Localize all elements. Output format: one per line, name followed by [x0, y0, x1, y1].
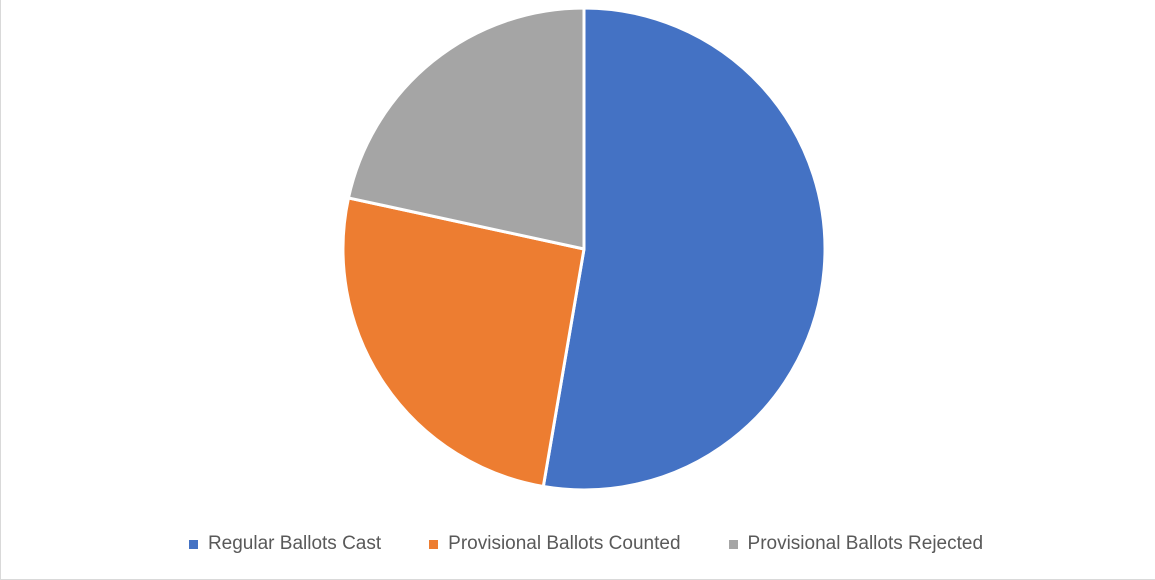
legend-item-provisional-rejected: Provisional Ballots Rejected: [728, 533, 984, 555]
legend-item-provisional-counted: Provisional Ballots Counted: [429, 533, 681, 555]
legend-label-provisional-counted: Provisional Ballots Counted: [448, 533, 681, 554]
legend-swatch-regular: [188, 539, 198, 549]
pie-slice-provisional-rejected: [346, 6, 586, 251]
legend-item-regular: Regular Ballots Cast: [188, 533, 382, 555]
legend-label-regular: Regular Ballots Cast: [207, 533, 382, 554]
pie-slice-provisional-counted: [341, 196, 586, 489]
pie-chart: [341, 6, 827, 492]
pie-slice-regular: [541, 6, 827, 492]
legend-swatch-provisional-rejected: [728, 539, 738, 549]
legend-swatch-provisional-counted: [429, 539, 439, 549]
legend-label-provisional-rejected: Provisional Ballots Rejected: [747, 533, 984, 554]
legend: Regular Ballots Cast Provisional Ballots…: [1, 530, 1155, 558]
